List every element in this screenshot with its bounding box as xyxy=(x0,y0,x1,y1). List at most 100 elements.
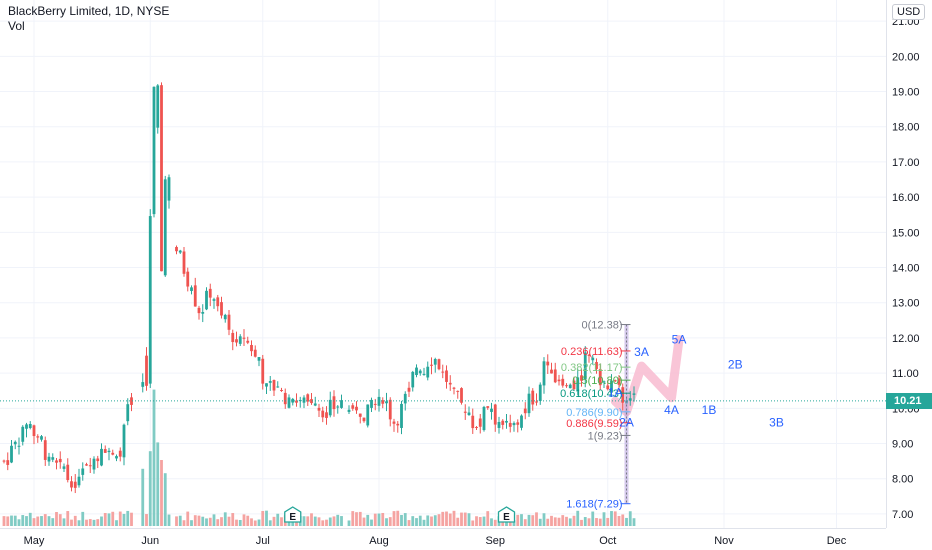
volume-bar xyxy=(6,516,10,526)
candle-body xyxy=(568,384,572,389)
fib-level-label: 0.5(10.80) xyxy=(572,375,622,387)
candle-body xyxy=(373,403,377,405)
candle-body xyxy=(302,397,306,403)
candle-body xyxy=(430,364,433,366)
volume-bar xyxy=(130,512,133,526)
volume-bar xyxy=(276,513,280,526)
volume-bar xyxy=(96,519,100,526)
candle-body xyxy=(197,307,201,314)
candle-body xyxy=(381,400,385,404)
candle-body xyxy=(235,339,238,343)
candle-body xyxy=(223,314,227,320)
candle-body xyxy=(201,311,205,314)
volume-bar xyxy=(366,514,370,526)
candle-body xyxy=(227,314,231,330)
candle-body xyxy=(130,397,133,405)
candle-body xyxy=(220,302,223,316)
volume-bar xyxy=(261,510,265,526)
candle-body xyxy=(118,450,122,457)
candle-body xyxy=(291,398,295,403)
candle-body xyxy=(583,352,587,380)
volume-bar xyxy=(598,518,602,526)
candle-body xyxy=(565,385,568,387)
candle-body xyxy=(396,423,400,426)
volume-bar xyxy=(572,515,576,526)
candle-body xyxy=(100,448,103,466)
price-tick-label: 20.00 xyxy=(892,51,920,63)
candle-body xyxy=(238,336,242,344)
volume-bar xyxy=(73,515,77,526)
volume-bar xyxy=(516,514,520,526)
candle-body xyxy=(441,371,445,373)
candle-body xyxy=(351,405,355,409)
fib-level-label: 0.786(9.90) xyxy=(566,407,622,419)
candle-body xyxy=(617,378,621,385)
volume-bar xyxy=(231,513,235,526)
volume-bar xyxy=(493,519,497,526)
price-tick-label: 15.00 xyxy=(892,227,920,239)
price-axis[interactable] xyxy=(886,0,932,528)
candle-body xyxy=(471,415,475,429)
volume-bar xyxy=(160,460,163,526)
volume-bar xyxy=(317,517,321,526)
candle-body xyxy=(388,399,392,420)
candle-body xyxy=(280,389,283,391)
volume-bar xyxy=(186,511,190,526)
volume-bar xyxy=(478,517,482,526)
currency-label[interactable]: USD xyxy=(892,4,926,20)
volume-bar xyxy=(268,520,272,526)
volume-bar xyxy=(40,516,43,526)
earnings-marker[interactable]: E xyxy=(497,506,516,523)
volume-bar xyxy=(122,513,126,526)
candle-body xyxy=(411,371,415,388)
volume-bar xyxy=(51,518,55,526)
month-tick-label: Dec xyxy=(827,535,847,547)
volume-bar xyxy=(201,516,205,526)
volume-bar xyxy=(92,519,96,526)
earnings-marker[interactable]: E xyxy=(284,506,302,523)
candle-body xyxy=(403,393,407,404)
candle-body xyxy=(452,387,456,389)
candle-body xyxy=(580,375,583,381)
candle-body xyxy=(160,85,163,272)
candle-body xyxy=(606,385,610,390)
volume-bar xyxy=(216,519,220,526)
volume-bar xyxy=(25,516,28,526)
candle-body xyxy=(13,441,17,445)
volume-bar xyxy=(407,520,411,526)
candle-body xyxy=(81,468,85,475)
volume-bar xyxy=(373,513,377,526)
volume-bar xyxy=(152,389,156,526)
candle-body xyxy=(497,421,501,428)
earnings-marker-shape xyxy=(284,506,302,523)
candle-body xyxy=(456,390,460,392)
volume-bar xyxy=(587,518,591,526)
time-axis[interactable] xyxy=(0,528,886,550)
volume-bar xyxy=(565,516,568,526)
volume-bar xyxy=(490,518,493,526)
volume-bar xyxy=(193,515,197,526)
wave-label: 3A xyxy=(634,345,649,359)
candle-body xyxy=(122,424,126,458)
volume-bar xyxy=(313,516,317,526)
current-price-tag: 10.21 xyxy=(886,392,932,409)
volume-bar xyxy=(456,517,460,526)
candle-body xyxy=(85,464,88,466)
price-tick-label: 19.00 xyxy=(892,87,920,99)
volume-bar xyxy=(47,516,51,526)
volume-bar xyxy=(595,518,598,526)
candle-body xyxy=(58,458,62,463)
volume-bar xyxy=(486,511,490,526)
volume-bar xyxy=(426,515,430,526)
candle-body xyxy=(295,400,298,403)
volume-bar xyxy=(580,519,583,526)
candle-body xyxy=(145,355,148,386)
volume-bar xyxy=(21,515,25,526)
volume-bar xyxy=(535,512,538,526)
candle-body xyxy=(96,458,100,462)
volume-bar xyxy=(550,515,553,526)
candle-body xyxy=(516,422,520,425)
candle-body xyxy=(268,381,272,383)
